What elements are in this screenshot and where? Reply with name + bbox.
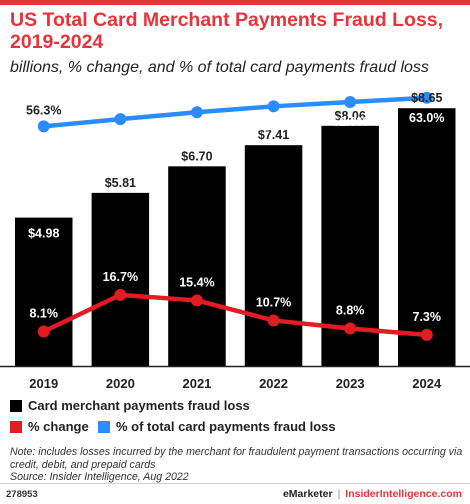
share-point-2019: [37, 120, 50, 133]
bar-2022: [244, 145, 303, 366]
legend-swatch-change: [10, 420, 22, 433]
bar-value-label-2021: $6.70: [181, 149, 212, 163]
bar-value-label-2024: $8.65: [411, 91, 442, 105]
x-tick-label-2024: 2024: [412, 376, 442, 391]
change-point-2024: [420, 328, 433, 341]
brand-credit: eMarketer | InsiderIntelligence.com: [283, 488, 462, 500]
change-label-2022: 10.7%: [256, 295, 291, 309]
legend-swatch-share: [98, 420, 110, 433]
change-point-2022: [267, 314, 280, 327]
change-label-2020: 16.7%: [103, 270, 138, 284]
note-text: Note: includes losses incurred by the me…: [10, 446, 463, 471]
legend-item-change: % change: [10, 419, 89, 434]
brand-insider: InsiderIntelligence.com: [345, 488, 462, 500]
change-point-2019: [37, 325, 50, 338]
share-label-2022: 61.0%: [256, 119, 291, 133]
change-label-2019: 8.1%: [30, 307, 59, 321]
footer-divider: [0, 483, 470, 484]
brand-separator: |: [337, 488, 341, 500]
x-tick-label-2021: 2021: [182, 376, 211, 391]
legend-item-bars: Card merchant payments fraud loss: [10, 398, 250, 413]
x-tick-label-2019: 2019: [29, 376, 58, 391]
x-tick-label-2020: 2020: [106, 376, 135, 391]
share-point-2023: [344, 96, 357, 109]
share-point-2022: [267, 100, 280, 113]
bar-value-label-2020: $5.81: [105, 176, 136, 190]
share-label-2019: 56.3%: [26, 103, 61, 117]
change-label-2021: 15.4%: [179, 275, 214, 289]
share-label-2020: 58.0%: [103, 132, 138, 146]
x-tick-label-2022: 2022: [259, 376, 288, 391]
share-label-2024: 63.0%: [409, 111, 444, 125]
share-label-2021: 59.6%: [179, 125, 214, 139]
bar-value-label-2023: $8.06: [335, 109, 366, 123]
change-point-2021: [190, 294, 203, 307]
share-point-2024: [420, 91, 433, 104]
legend-item-share: % of total card payments fraud loss: [98, 419, 336, 434]
bar-2019: [15, 217, 73, 366]
footnote: Note: includes losses incurred by the me…: [10, 446, 465, 484]
legend-label-bars: Card merchant payments fraud loss: [28, 398, 250, 413]
top-accent-bar: [0, 0, 470, 5]
chart-id: 278953: [6, 489, 38, 500]
x-tick-label-2023: 2023: [336, 376, 365, 391]
share-line: [41, 95, 429, 129]
bar-value-label-2022: $7.41: [258, 128, 289, 142]
legend-label-share: % of total card payments fraud loss: [116, 419, 336, 434]
chart-plot: 2019 2020 2021 2022 2023 2024 $4.98 $5.81 $6.70 $…: [0, 91, 470, 391]
bar-2020: [91, 192, 150, 366]
legend-swatch-bars: [10, 399, 22, 412]
brand-emarketer: eMarketer: [282, 488, 333, 500]
change-point-2023: [344, 322, 357, 335]
change-point-2020: [114, 288, 127, 301]
chart-subtitle: billions, % change, and % of total card …: [10, 59, 429, 76]
change-label-2024: 7.3%: [413, 310, 442, 324]
chart-title: US Total Card Merchant Payments Fraud Lo…: [10, 9, 444, 53]
change-label-2023: 8.8%: [336, 304, 365, 318]
bar-2024: [398, 108, 456, 366]
bar-value-label-2019: $4.98: [28, 227, 59, 241]
change-line: [41, 292, 429, 338]
share-label-2023: 62.0%: [332, 115, 367, 129]
share-point-2020: [114, 113, 127, 126]
legend-label-change: % change: [28, 419, 89, 434]
bar-2021: [168, 166, 226, 366]
share-point-2021: [190, 106, 203, 119]
source-text: Source: Insider Intelligence, Aug 2022: [10, 471, 189, 483]
